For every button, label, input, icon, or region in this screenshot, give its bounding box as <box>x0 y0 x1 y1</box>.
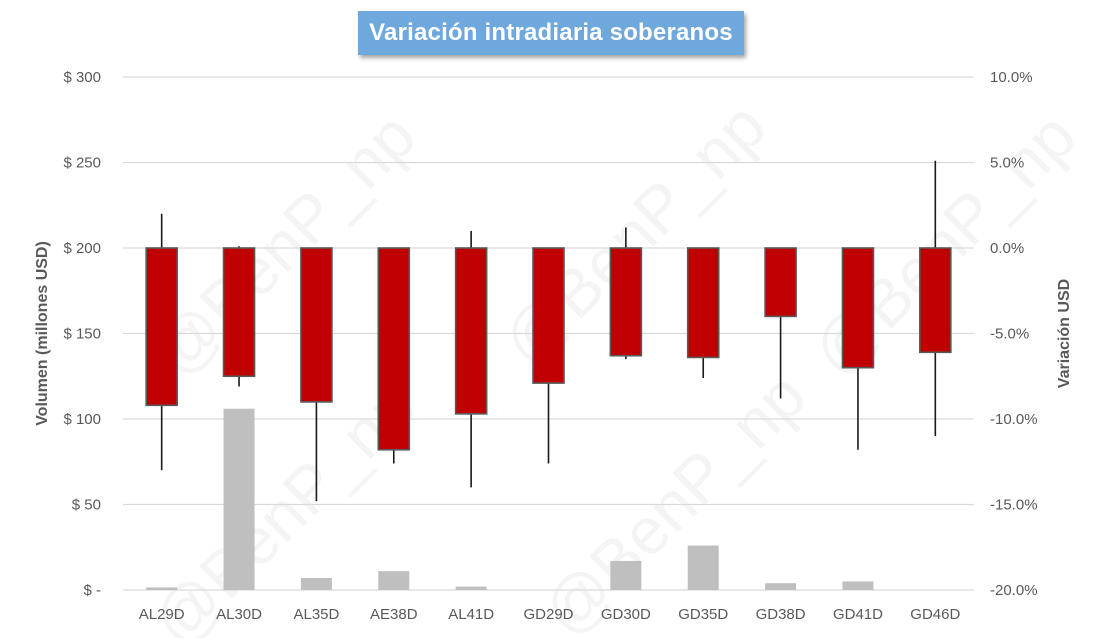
x-tick-label: AE38D <box>370 606 418 623</box>
x-tick-label: AL41D <box>448 606 494 623</box>
volume-bar <box>610 560 642 590</box>
candle-body <box>300 247 333 403</box>
candle-body <box>919 247 952 354</box>
candle-body <box>377 247 411 451</box>
y-left-tick-label: $ 50 <box>72 497 101 514</box>
candle-body <box>609 247 643 357</box>
volume-bar <box>455 586 487 590</box>
candle-body <box>841 247 875 369</box>
y-right-tick-label: -15.0% <box>990 497 1038 514</box>
y-right-tick-label: -5.0% <box>990 326 1029 343</box>
y-right-tick-label: -10.0% <box>990 411 1038 428</box>
y-left-axis-title: Volumen (millones USD) <box>34 241 51 426</box>
x-tick-label: GD29D <box>523 606 573 623</box>
x-tick-label: GD38D <box>756 606 806 623</box>
y-right-tick-label: 10.0% <box>990 69 1033 86</box>
candle-body <box>222 247 256 378</box>
x-tick-label: AL30D <box>216 606 262 623</box>
chart-title: Variación intradiaria soberanos <box>369 19 733 46</box>
y-right-tick-label: -20.0% <box>990 582 1038 599</box>
y-right-tick-label: 0.0% <box>990 240 1024 257</box>
y-left-tick-label: $ - <box>83 582 101 599</box>
volume-bars <box>146 408 874 590</box>
candle-body <box>764 247 797 318</box>
candle-bodies <box>145 247 952 451</box>
x-tick-label: GD41D <box>833 606 883 623</box>
x-tick-label: AL35D <box>293 606 339 623</box>
candle-body <box>454 247 488 415</box>
x-tick-label: AL29D <box>139 606 185 623</box>
y-left-tick-label: $ 150 <box>63 326 101 343</box>
chart-title-box: Variación intradiaria soberanos <box>358 11 744 55</box>
y-left-tick-label: $ 100 <box>63 411 101 428</box>
x-tick-label: GD35D <box>678 606 728 623</box>
x-tick-label: GD46D <box>910 606 960 623</box>
x-tick-label: GD30D <box>601 606 651 623</box>
watermark-text: @BenP_np <box>528 358 820 638</box>
axis-labels: $ - $ 50 $ 100 $ 150 $ 200 $ 250 $ 300 -20.0% -1… <box>34 69 1073 623</box>
y-left-tick-label: $ 200 <box>63 240 101 257</box>
volume-bar <box>378 571 410 590</box>
volume-bar <box>300 578 332 590</box>
candle-body <box>686 247 720 359</box>
watermark-layer: @BenP_np @BenP_np@BenP_np @BenP_np@BenP_np <box>138 88 1090 643</box>
y-right-tick-label: 5.0% <box>990 155 1024 172</box>
volume-bar <box>687 545 719 590</box>
volume-bar <box>765 583 797 590</box>
y-right-axis-title: Variación USD <box>1056 279 1073 388</box>
volume-bar <box>223 408 255 590</box>
volume-bar <box>842 581 874 590</box>
y-left-tick-label: $ 300 <box>63 69 101 86</box>
y-left-tick-label: $ 250 <box>63 155 101 172</box>
candle-body <box>145 247 178 407</box>
candle-body <box>532 247 565 384</box>
volume-bar <box>146 587 178 590</box>
